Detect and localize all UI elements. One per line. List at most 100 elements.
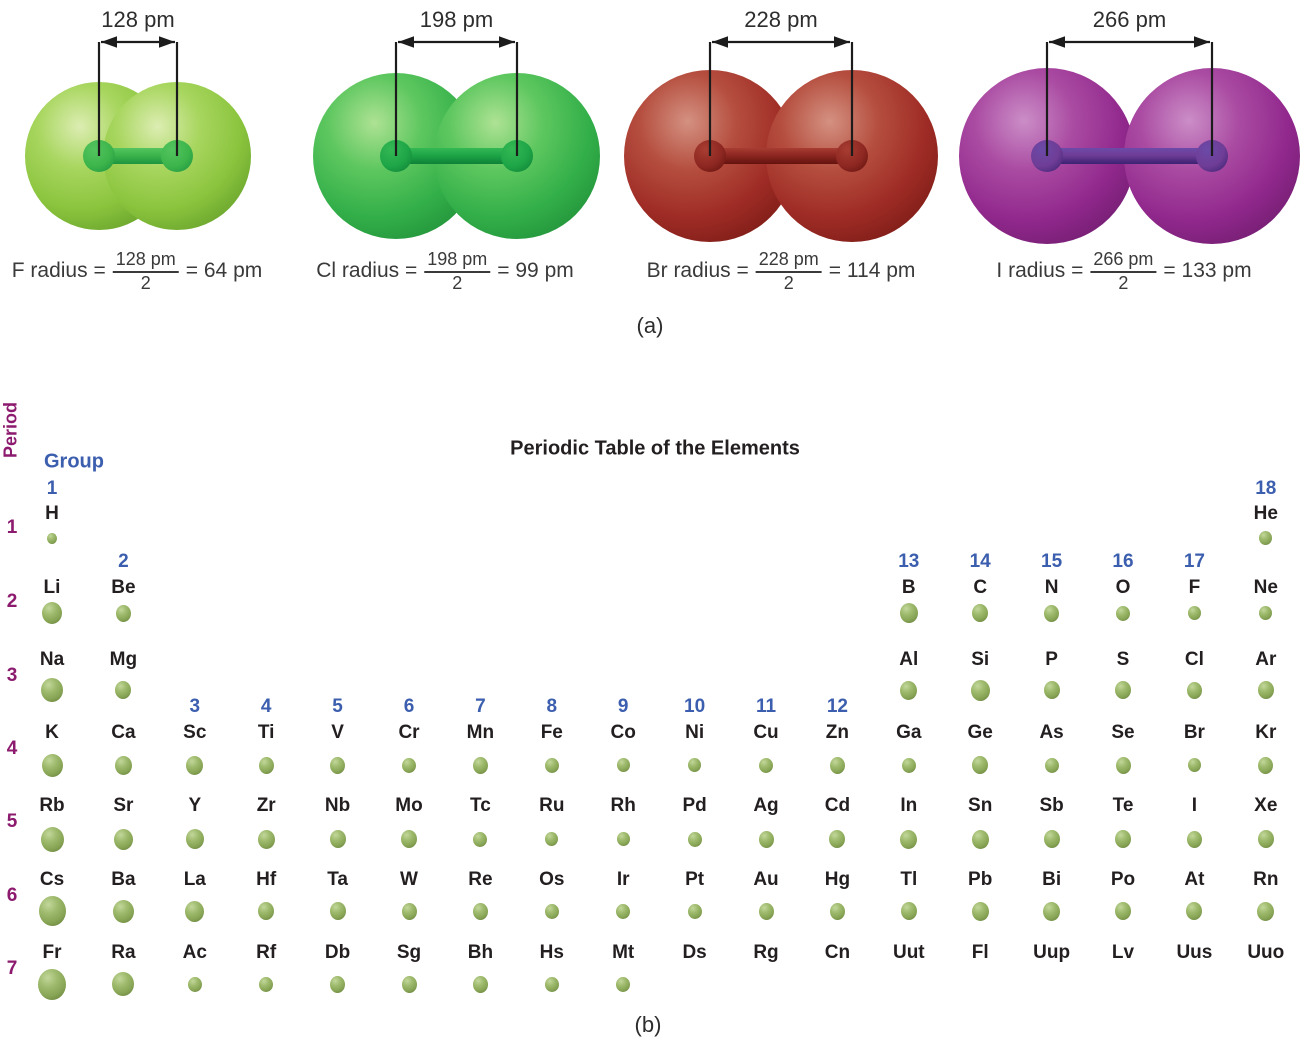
atom-size-circle-Hs [544,976,559,992]
atom-size-circle-Ac [187,976,202,992]
bond-Cl2 [390,148,523,164]
period-number-5: 5 [6,811,18,832]
atom-size-circle-Bh [472,975,488,993]
bond-distance-label-I2: 266 pm [1092,7,1167,32]
element-symbol-Au: Au [753,869,779,890]
formula-prefix: F radius = [11,259,106,283]
element-symbol-Zr: Zr [256,795,276,816]
formula-prefix: Cl radius = [316,259,418,283]
atom-size-circle-Cu [759,757,773,773]
element-symbol-At: At [1184,869,1205,890]
bond-F2 [93,148,183,164]
element-symbol-Sb: Sb [1039,795,1064,816]
element-symbol-Na: Na [39,649,65,670]
atom-size-circle-Cs [38,896,66,926]
atom-size-circle-Ge [972,756,989,774]
element-symbol-Fe: Fe [540,722,563,743]
atom-size-circle-Pt [687,903,702,919]
element-symbol-As: As [1039,722,1064,743]
atom-size-circle-Ca [114,755,132,775]
period-number-1: 1 [6,517,18,538]
element-symbol-Zn: Zn [825,722,849,743]
element-symbol-Uus: Uus [1176,942,1213,963]
atom-size-circle-Ti [258,756,274,774]
atom-size-circle-Tc [473,831,488,847]
atom-size-circle-Zr [257,829,275,849]
periodic-table-title: Periodic Table of the Elements [510,437,800,460]
atom-size-circle-He [1259,531,1273,545]
element-symbol-Tc: Tc [470,795,491,816]
atom-size-circle-Ra [112,972,135,996]
element-symbol-Hg: Hg [824,869,851,890]
element-symbol-Mt: Mt [612,942,635,963]
element-symbol-Cr: Cr [398,722,420,743]
atom-size-circle-Os [544,903,559,919]
atom-size-circle-Ba [112,899,134,923]
element-symbol-Rg: Rg [753,942,779,963]
element-symbol-Sg: Sg [396,942,422,963]
atom-size-circle-Mn [472,756,488,774]
group-number-10: 10 [684,696,706,717]
atom-size-circle-Sg [401,975,417,993]
atom-size-circle-Sb [1043,830,1060,848]
group-number-3: 3 [189,696,201,717]
element-symbol-Al: Al [899,649,919,670]
bond-knob-Cl2-right [501,140,533,172]
element-symbol-I: I [1191,795,1198,816]
bond-knob-Cl2-left [380,140,412,172]
fraction-denominator: 2 [452,272,463,293]
element-symbol-Se: Se [1111,722,1135,743]
element-symbol-Co: Co [610,722,636,743]
bond-knob-F2-left [83,140,115,172]
element-symbol-F: F [1188,577,1201,598]
group-number-7: 7 [475,696,486,717]
atom-size-circle-Y [185,829,204,849]
element-symbol-Cs: Cs [39,869,65,890]
atom-size-circle-Ni [688,758,702,772]
fraction-numerator: 198 pm [424,249,491,273]
element-symbol-Uuo: Uuo [1247,942,1285,963]
element-symbol-Cu: Cu [753,722,779,743]
group-number-13: 13 [898,551,920,572]
period-number-4: 4 [6,738,18,759]
group-number-18: 18 [1255,478,1277,499]
element-symbol-Lv: Lv [1111,942,1135,963]
group-number-6: 6 [403,696,415,717]
group-number-4: 4 [260,696,272,717]
bond-knob-I2-left [1031,140,1063,172]
atom-size-circle-Si [970,679,990,701]
element-symbol-Sc: Sc [183,722,207,743]
fraction-numerator: 128 pm [112,249,179,273]
element-symbol-Cl: Cl [1184,649,1204,670]
atom-size-circle-Hf [258,902,275,920]
atom-size-circle-Au [758,902,774,920]
element-symbol-In: In [900,795,918,816]
bond-Br2 [704,148,858,164]
formula-prefix: I radius = [996,259,1084,283]
element-symbol-Fl: Fl [971,942,989,963]
atom-size-circle-F [1187,606,1201,620]
atom-size-circle-Mt [616,976,631,992]
fraction-denominator: 2 [783,272,794,293]
atom-size-circle-K [41,753,63,777]
atom-size-circle-Tl [900,902,917,920]
atom-size-circle-Po [1115,902,1131,920]
atom-size-circle-V [330,756,346,774]
element-symbol-He: He [1253,503,1278,524]
atom-size-circle-Cl [1186,681,1202,699]
element-symbol-Bi: Bi [1042,869,1062,890]
element-symbol-Xe: Xe [1254,795,1278,816]
element-symbol-Po: Po [1110,869,1136,890]
formula-result: = 64 pm [185,259,263,283]
element-symbol-Pt: Pt [685,869,705,890]
formula-fraction: 266 pm 2 [1090,249,1157,293]
atom-size-circle-Re [472,902,488,920]
element-symbol-La: La [183,869,206,890]
element-symbol-Fr: Fr [42,942,62,963]
group-number-1: 1 [46,478,58,499]
atom-size-circle-Co [616,758,630,772]
atom-size-circle-B [899,603,918,623]
atom-size-circle-Bi [1043,901,1061,921]
atom-size-circle-Fe [544,757,559,773]
element-symbol-H: H [45,503,59,524]
